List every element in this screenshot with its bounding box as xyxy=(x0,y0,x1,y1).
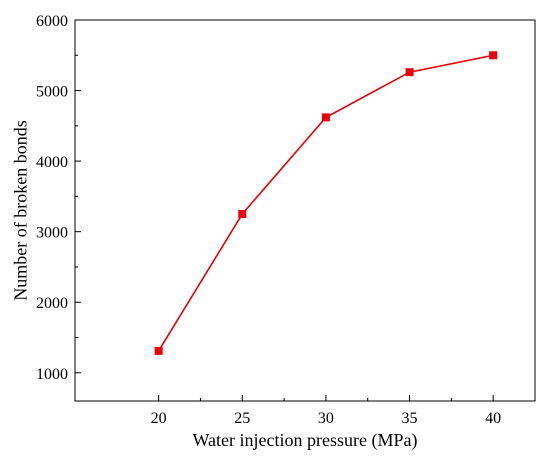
x-tick-label: 25 xyxy=(234,410,250,427)
y-axis-title: Number of broken bonds xyxy=(10,120,30,300)
series-line xyxy=(157,54,494,352)
data-point-marker xyxy=(405,68,414,77)
series-layer xyxy=(154,51,498,355)
data-point-marker xyxy=(154,346,163,355)
data-point-marker xyxy=(489,51,498,60)
y-tick-label: 1000 xyxy=(36,366,68,383)
y-tick-label: 3000 xyxy=(36,225,68,242)
plot-frame xyxy=(74,19,536,402)
y-tick-label: 2000 xyxy=(36,295,68,312)
data-point-marker xyxy=(238,210,247,219)
ticks-layer: 20 25 30 35 40 1000 2000 3000 4000 5000 6000 xyxy=(36,13,501,427)
data-point-marker xyxy=(321,113,330,122)
y-tick-label: 6000 xyxy=(36,13,68,30)
x-tick-label: 35 xyxy=(402,410,418,427)
y-tick-label: 5000 xyxy=(36,84,68,101)
x-tick-label: 30 xyxy=(318,410,334,427)
x-axis-title: Water injection pressure (MPa) xyxy=(193,430,418,451)
x-tick-label: 40 xyxy=(485,410,501,427)
y-tick-label: 4000 xyxy=(36,154,68,171)
x-tick-label: 20 xyxy=(151,410,167,427)
